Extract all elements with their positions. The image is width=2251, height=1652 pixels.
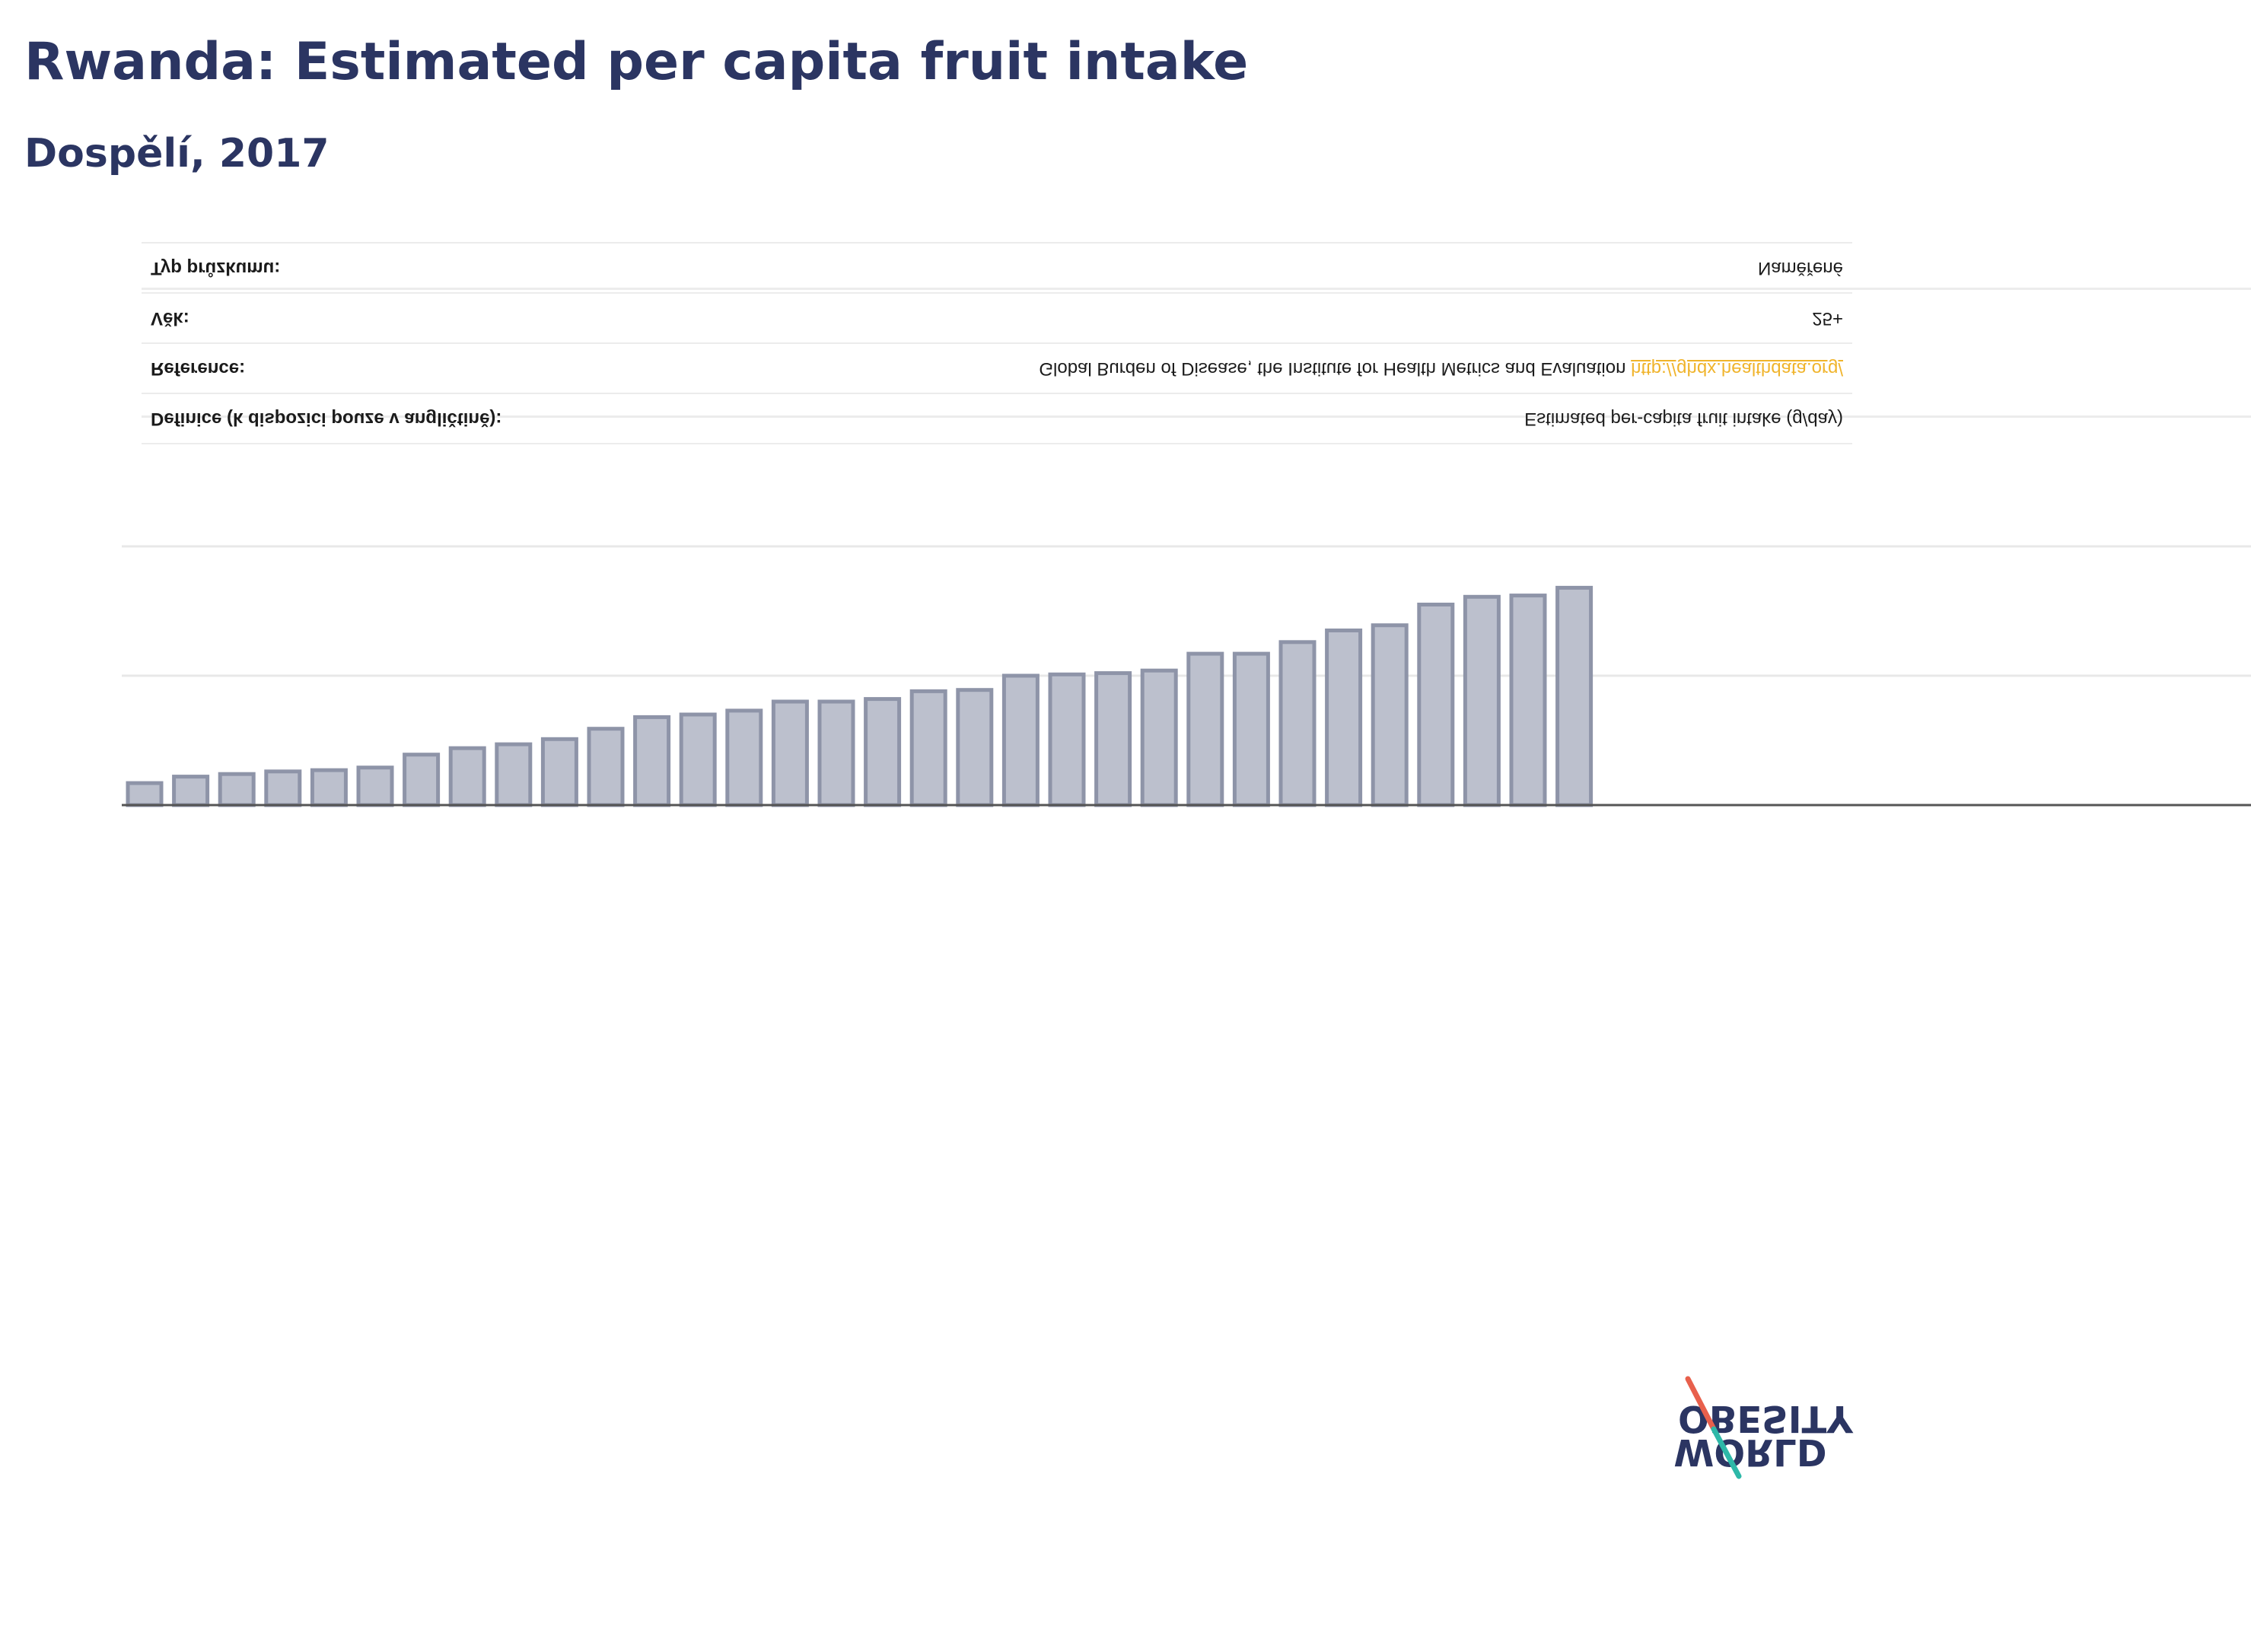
bar-19[interactable] (956, 688, 994, 807)
bar-29[interactable] (1417, 603, 1455, 807)
logo-teal-stroke (1711, 1426, 1742, 1479)
bar-20[interactable] (1001, 673, 1040, 807)
bar-4[interactable] (264, 769, 302, 807)
bar-31[interactable] (1509, 594, 1547, 807)
bar-1[interactable] (126, 781, 164, 807)
bar-10[interactable] (540, 737, 578, 807)
bar-2[interactable] (172, 775, 210, 807)
bar-7[interactable] (403, 753, 441, 807)
bar-5[interactable] (310, 768, 348, 807)
bar-32[interactable] (1555, 585, 1594, 807)
bar-9[interactable] (495, 742, 533, 807)
info-divider-bottom (142, 415, 2251, 418)
bar-12[interactable] (633, 715, 671, 807)
bar-15[interactable] (771, 699, 809, 807)
bar-25[interactable] (1232, 651, 1270, 807)
bar-21[interactable] (1048, 672, 1086, 807)
bar-chart (122, 545, 2251, 807)
bar-28[interactable] (1371, 623, 1409, 807)
bar-16[interactable] (817, 699, 855, 807)
chart-title: Rwanda: Estimated per capita fruit intak… (24, 32, 1249, 92)
world-obesity-logo: OBESITY WORLD (1673, 1376, 1854, 1479)
bar-27[interactable] (1325, 629, 1363, 807)
bar-18[interactable] (909, 689, 947, 807)
bar-11[interactable] (587, 727, 625, 807)
logo-text-world: WORLD (1673, 1431, 1826, 1473)
bar-8[interactable] (448, 746, 486, 807)
logo-red-stroke (1685, 1376, 1717, 1432)
bar-22[interactable] (1094, 671, 1132, 807)
bar-14[interactable] (725, 708, 763, 807)
bar-13[interactable] (679, 712, 717, 807)
bar-6[interactable] (356, 766, 394, 807)
bar-26[interactable] (1278, 640, 1317, 807)
bar-30[interactable] (1463, 594, 1501, 807)
chart-subtitle: Dospělí, 2017 (24, 131, 330, 177)
bar-24[interactable] (1186, 651, 1224, 807)
bar-17[interactable] (864, 697, 902, 807)
bar-23[interactable] (1140, 668, 1178, 807)
bar-3[interactable] (218, 772, 256, 807)
info-divider-top (142, 288, 2251, 290)
